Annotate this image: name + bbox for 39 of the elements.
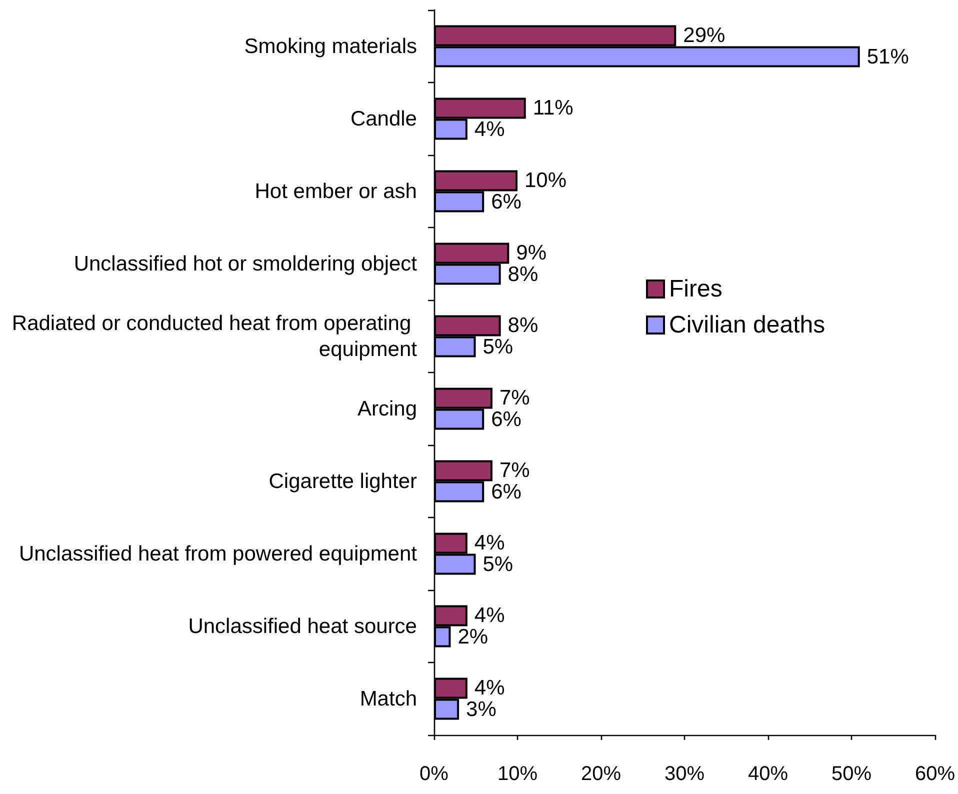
y-tick-label: Unclassified hot or smoldering object	[74, 252, 418, 276]
data-label: 5%	[482, 335, 514, 358]
data-label: 4%	[474, 676, 505, 700]
x-tick-label: 30%	[664, 763, 705, 785]
x-tick-label: 20%	[580, 763, 622, 785]
y-tick-label: Unclassified heat source	[188, 614, 417, 638]
y-tick-label: Smoking materials	[244, 34, 417, 58]
data-label: 4%	[474, 532, 505, 555]
data-label: 51%	[866, 45, 909, 68]
data-label: 11%	[532, 96, 574, 120]
data-label: 4%	[474, 604, 505, 628]
legend-label: Fires	[669, 276, 722, 302]
data-label: 8%	[508, 262, 538, 286]
y-tick-label: Cigarette lighter	[268, 470, 417, 493]
y-tick-label: Match	[360, 687, 417, 710]
data-label: 10%	[524, 169, 567, 192]
data-label: 6%	[491, 408, 522, 431]
y-tick-label: Radiated or conducted heat from operating equipment	[12, 312, 418, 361]
data-label: 9%	[516, 242, 547, 265]
x-tick-label: 10%	[497, 763, 538, 785]
x-tick-label: 60%	[914, 763, 956, 785]
data-label: 6%	[491, 480, 522, 504]
data-label: 8%	[508, 314, 538, 338]
x-tick-label: 0%	[420, 763, 449, 785]
y-tick-label: Hot ember or ash	[254, 180, 417, 203]
data-label: 5%	[482, 552, 514, 576]
legend-label: Civilian deaths	[669, 312, 826, 338]
data-label: 4%	[474, 118, 505, 141]
data-label: 7%	[499, 459, 530, 482]
data-label: 6%	[491, 190, 522, 214]
x-tick-label: 40%	[748, 763, 788, 785]
data-label: 7%	[499, 386, 530, 410]
data-label: 29%	[683, 24, 726, 48]
y-tick-label: Arcing	[357, 397, 417, 420]
x-tick-label: 50%	[831, 763, 872, 785]
y-tick-label: Unclassified heat from powered equipment	[18, 542, 418, 566]
data-label: 2%	[458, 625, 488, 648]
y-tick-label: Candle	[350, 107, 417, 130]
data-label: 3%	[466, 698, 496, 721]
